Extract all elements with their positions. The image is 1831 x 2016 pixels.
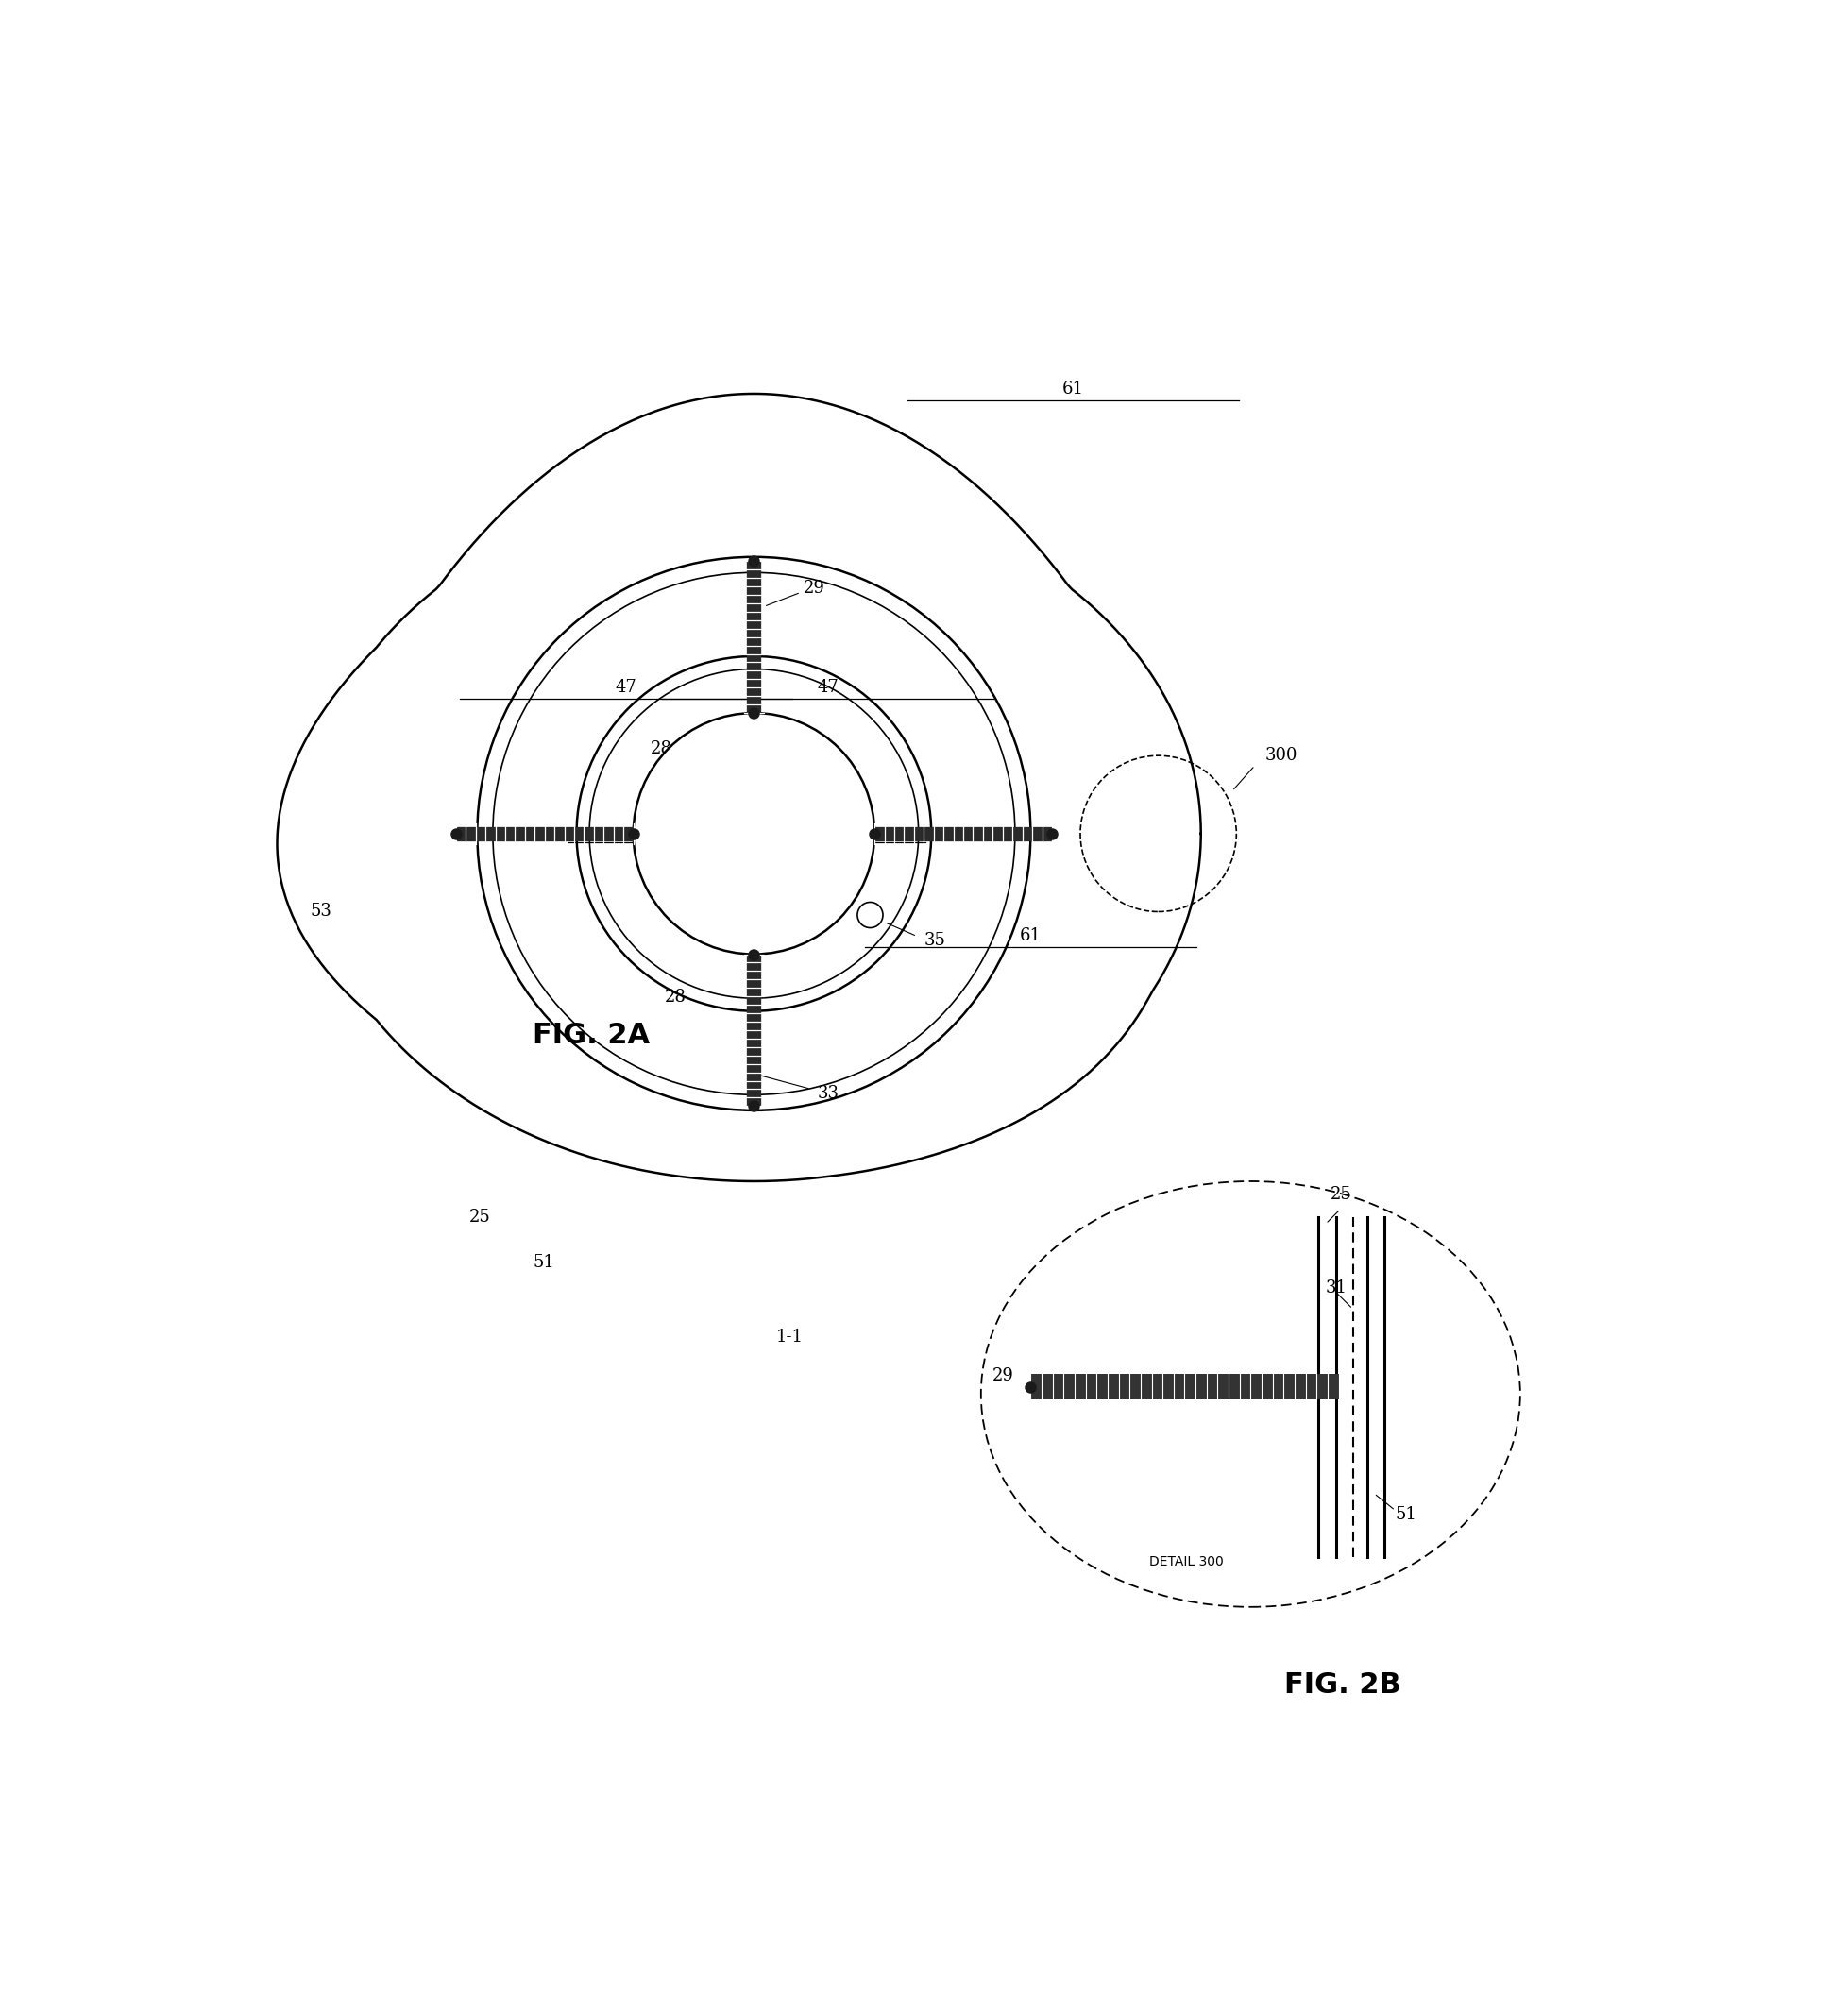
Text: 25: 25 <box>469 1208 491 1226</box>
Text: 27: 27 <box>734 823 758 839</box>
Text: 61: 61 <box>1020 927 1042 943</box>
Text: 29: 29 <box>992 1367 1014 1385</box>
Text: 25: 25 <box>1329 1185 1351 1204</box>
Text: 28: 28 <box>802 740 824 756</box>
Circle shape <box>634 714 875 954</box>
Text: 61: 61 <box>1062 381 1084 397</box>
Text: 51: 51 <box>533 1254 555 1270</box>
Text: 31: 31 <box>1326 1280 1348 1296</box>
Text: 47: 47 <box>817 679 839 696</box>
Text: 300: 300 <box>1265 748 1298 764</box>
Text: 28: 28 <box>650 740 672 756</box>
Text: FIG. 2A: FIG. 2A <box>533 1022 650 1048</box>
Text: 51: 51 <box>1395 1506 1417 1524</box>
Text: 29: 29 <box>804 581 826 597</box>
Text: DETAIL 300: DETAIL 300 <box>1150 1554 1223 1568</box>
Text: FIG. 2B: FIG. 2B <box>1284 1671 1401 1699</box>
Text: 35: 35 <box>925 931 945 950</box>
Bar <box>1031 1375 1338 1399</box>
Text: 53: 53 <box>309 903 331 919</box>
Text: 1-1: 1-1 <box>776 1329 804 1347</box>
Text: 33: 33 <box>818 1085 839 1103</box>
Text: 47: 47 <box>615 679 637 696</box>
Text: 28: 28 <box>665 988 687 1006</box>
